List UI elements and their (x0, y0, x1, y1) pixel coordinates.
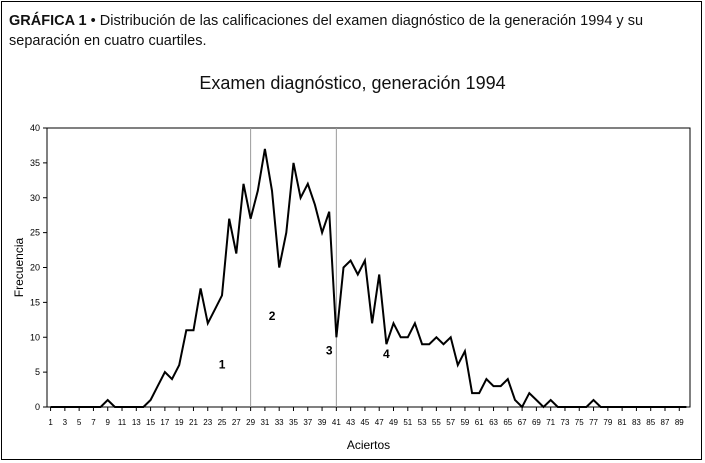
y-tick-label-0: 0 (35, 402, 40, 412)
x-tick-label-3: 3 (63, 418, 68, 427)
x-tick-label-11: 11 (118, 418, 127, 427)
x-axis-label: Aciertos (347, 438, 390, 452)
x-tick-label-37: 37 (303, 418, 312, 427)
caption-lead: GRÁFICA 1 (9, 13, 87, 29)
x-tick-label-47: 47 (375, 418, 384, 427)
x-tick-label-63: 63 (489, 418, 498, 427)
x-tick-label-43: 43 (346, 418, 355, 427)
x-tick-label-39: 39 (318, 418, 327, 427)
x-tick-label-71: 71 (546, 418, 555, 427)
caption-text: Distribución de las calificaciones del e… (9, 13, 644, 49)
x-tick-label-53: 53 (418, 418, 427, 427)
x-tick-label-79: 79 (603, 418, 612, 427)
x-tick-label-73: 73 (561, 418, 570, 427)
y-tick-label-20: 20 (30, 263, 40, 273)
x-tick-label-83: 83 (632, 418, 641, 427)
x-tick-label-13: 13 (132, 418, 141, 427)
x-tick-label-29: 29 (246, 418, 255, 427)
chart-title: Examen diagnóstico, generación 1994 (199, 73, 506, 93)
x-tick-label-33: 33 (275, 418, 284, 427)
x-tick-label-35: 35 (289, 418, 298, 427)
x-tick-label-57: 57 (446, 418, 455, 427)
x-tick-label-59: 59 (460, 418, 469, 427)
y-tick-label-25: 25 (30, 228, 40, 238)
x-tick-label-25: 25 (218, 418, 227, 427)
y-axis-label: Frecuencia (12, 238, 26, 298)
y-tick-label-35: 35 (30, 158, 40, 168)
figure-caption: GRÁFICA 1 • Distribución de las califica… (9, 11, 699, 51)
y-tick-label-5: 5 (35, 367, 40, 377)
caption-bullet: • (90, 13, 96, 29)
series-line-0 (50, 148, 687, 409)
x-tick-label-45: 45 (360, 418, 369, 427)
x-tick-label-31: 31 (260, 418, 269, 427)
x-tick-label-89: 89 (675, 418, 684, 427)
x-tick-label-85: 85 (646, 418, 655, 427)
x-tick-label-51: 51 (403, 418, 412, 427)
x-tick-label-19: 19 (175, 418, 184, 427)
x-tick-label-15: 15 (146, 418, 155, 427)
y-tick-label-40: 40 (30, 123, 40, 133)
x-tick-label-69: 69 (532, 418, 541, 427)
x-tick-label-7: 7 (91, 418, 96, 427)
quartile-label-1: 1 (219, 358, 226, 372)
x-tick-label-77: 77 (589, 418, 598, 427)
y-tick-label-30: 30 (30, 193, 40, 203)
x-tick-label-61: 61 (475, 418, 484, 427)
quartile-label-2: 2 (269, 309, 276, 323)
quartile-label-3: 3 (326, 344, 333, 358)
y-tick-label-15: 15 (30, 297, 40, 307)
x-tick-label-5: 5 (77, 418, 82, 427)
x-tick-label-81: 81 (618, 418, 627, 427)
x-tick-label-75: 75 (575, 418, 584, 427)
x-tick-label-9: 9 (106, 418, 111, 427)
x-tick-label-55: 55 (432, 418, 441, 427)
plot-area (46, 127, 691, 408)
x-tick-label-23: 23 (203, 418, 212, 427)
y-tick-label-10: 10 (30, 332, 40, 342)
x-tick-label-65: 65 (503, 418, 512, 427)
x-tick-label-1: 1 (48, 418, 53, 427)
x-tick-label-41: 41 (332, 418, 341, 427)
quartile-label-4: 4 (383, 347, 390, 361)
x-tick-label-67: 67 (518, 418, 527, 427)
x-tick-label-87: 87 (661, 418, 670, 427)
x-tick-label-27: 27 (232, 418, 241, 427)
x-tick-label-21: 21 (189, 418, 198, 427)
x-tick-label-17: 17 (160, 418, 169, 427)
x-tick-label-49: 49 (389, 418, 398, 427)
